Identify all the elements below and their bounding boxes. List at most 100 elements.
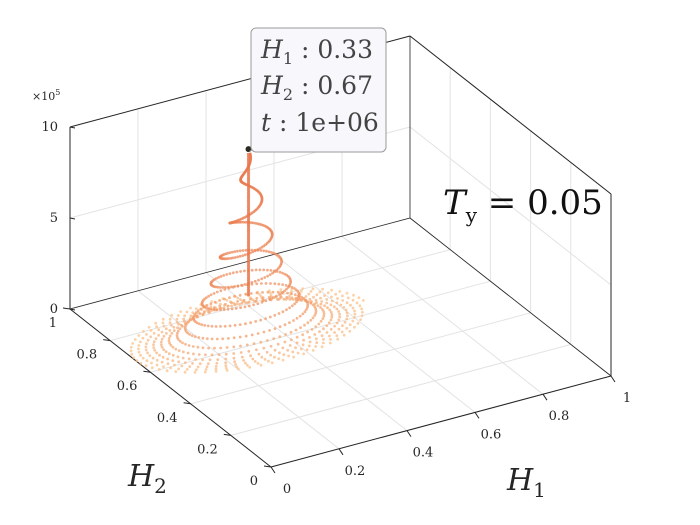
- trajectory-point: [233, 323, 237, 327]
- trajectory-point: [224, 361, 228, 365]
- trajectory-point: [269, 293, 273, 297]
- x-tick-mark: [474, 412, 480, 419]
- trajectory-point: [250, 333, 254, 337]
- trajectory-point: [249, 321, 253, 325]
- z-tick-mark: [69, 308, 76, 311]
- trajectory-point: [288, 294, 291, 298]
- trajectory-point: [246, 152, 251, 156]
- trajectory-point: [180, 324, 184, 328]
- trajectory-point: [243, 305, 247, 309]
- trajectory-point: [218, 286, 222, 289]
- trajectory-point: [310, 328, 314, 331]
- trajectory-point: [345, 326, 349, 330]
- trajectory-point: [269, 269, 273, 272]
- trajectory-point: [157, 333, 161, 337]
- trajectory-point: [246, 363, 249, 367]
- trajectory-point: [229, 256, 233, 260]
- trajectory-point: [246, 154, 251, 158]
- trajectory-point: [206, 362, 210, 366]
- trajectory-point: [228, 272, 232, 275]
- trajectory-point: [235, 270, 239, 274]
- trajectory-point: [224, 366, 228, 370]
- trajectory-point: [246, 283, 251, 287]
- trajectory-point: [183, 314, 187, 318]
- box-edge: [409, 35, 612, 195]
- trajectory-point: [311, 349, 315, 352]
- trajectory-point: [132, 356, 136, 359]
- trajectory-point: [256, 332, 260, 335]
- trajectory-point: [232, 336, 236, 340]
- trajectory-point: [291, 304, 294, 308]
- z-tick-label: 10: [41, 120, 58, 135]
- trajectory-point: [293, 293, 297, 297]
- trajectory-point: [167, 352, 171, 356]
- trajectory-point: [322, 314, 326, 318]
- trajectory-point: [225, 298, 229, 302]
- trajectory-point: [256, 362, 260, 365]
- trajectory-point: [355, 301, 359, 305]
- trajectory-point: [246, 249, 251, 253]
- z-exponent-label: ×105: [32, 88, 60, 103]
- trajectory-point: [277, 357, 281, 361]
- datatip-box[interactable]: [250, 27, 387, 153]
- trajectory-point: [223, 297, 226, 301]
- trajectory-point: [246, 166, 251, 171]
- trajectory-point: [170, 313, 174, 317]
- trajectory-point: [314, 309, 318, 313]
- trajectory-point: [246, 285, 251, 290]
- trajectory-point: [321, 287, 324, 291]
- trajectory-point: [216, 285, 220, 289]
- trajectory-point: [209, 302, 213, 306]
- trajectory-point: [164, 327, 168, 331]
- trajectory-point: [162, 348, 166, 351]
- trajectory-point: [246, 222, 251, 226]
- trajectory-point: [244, 322, 247, 326]
- trajectory-point: [246, 171, 251, 175]
- trajectory-point: [246, 290, 251, 294]
- trajectory-point: [195, 368, 198, 372]
- trajectory-point: [258, 247, 262, 250]
- trajectory-point: [262, 298, 265, 302]
- trajectory-point: [250, 268, 254, 272]
- trajectory-point: [148, 354, 152, 357]
- trajectory-point: [346, 296, 350, 300]
- trajectory-point: [273, 270, 277, 273]
- trajectory-point: [205, 337, 209, 341]
- x-tick-mark: [610, 375, 616, 383]
- trajectory-point: [279, 295, 283, 299]
- trajectory-point: [332, 305, 336, 309]
- trajectory-point: [344, 308, 348, 312]
- trajectory-point: [144, 348, 148, 352]
- trajectory-point: [246, 181, 251, 185]
- y-tick-label: 1: [49, 316, 57, 331]
- trajectory-point: [196, 309, 200, 313]
- trajectory-point: [258, 292, 261, 296]
- trajectory-point: [279, 288, 283, 291]
- trajectory-point: [285, 295, 289, 299]
- trajectory-point: [191, 345, 195, 348]
- trajectory-point: [270, 251, 273, 254]
- trajectory-point: [153, 348, 157, 352]
- trajectory-point: [236, 300, 240, 303]
- trajectory-point: [189, 314, 193, 318]
- trajectory-point: [246, 176, 251, 180]
- trajectory-point: [349, 303, 352, 307]
- trajectory-point: [216, 358, 220, 361]
- trajectory-point: [244, 248, 248, 252]
- trajectory-point: [221, 337, 225, 341]
- trajectory-point: [250, 221, 253, 225]
- trajectory-point: [145, 359, 149, 363]
- trajectory-point: [214, 367, 218, 371]
- trajectory-point: [320, 300, 324, 303]
- trajectory-point: [255, 348, 258, 352]
- x-tick-mark: [338, 448, 344, 456]
- trajectory-point: [260, 355, 264, 359]
- trajectory-point: [301, 343, 305, 347]
- trajectory-point: [233, 285, 237, 288]
- trajectory-point: [283, 272, 287, 276]
- trajectory-point: [325, 298, 329, 301]
- trajectory-point: [268, 315, 272, 319]
- trajectory-point: [164, 350, 168, 354]
- trajectory-point: [246, 217, 251, 222]
- x-tick-label: 0.6: [481, 427, 502, 442]
